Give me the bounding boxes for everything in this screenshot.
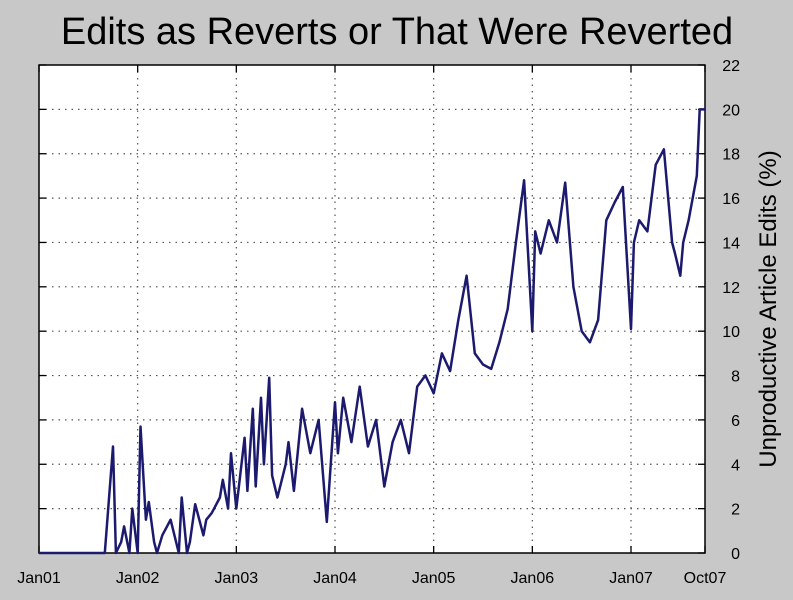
x-tick-label: Jan05 [412, 570, 456, 587]
y-tick-label: 16 [722, 191, 740, 208]
chart-title: Edits as Reverts or That Were Reverted [61, 11, 733, 53]
y-tick-label: 12 [722, 280, 740, 297]
y-tick-label: 18 [722, 147, 740, 164]
y-axis-label: Unproductive Article Edits (%) [755, 150, 782, 467]
x-tick-label: Jan04 [313, 570, 357, 587]
series-line [39, 108, 705, 555]
y-tick-label: 14 [722, 235, 740, 252]
y-tick-label: 6 [731, 413, 740, 430]
y-tick-labels: 0 2 4 6 8 10 12 14 16 18 20 22 [722, 58, 740, 563]
y-tick-label: 20 [722, 102, 740, 119]
x-tick-label: Jan01 [17, 570, 61, 587]
x-tick-label: Jan02 [116, 570, 160, 587]
y-tick-label: 8 [731, 369, 740, 386]
y-tick-label: 10 [722, 324, 740, 341]
x-tick-label: Oct07 [684, 570, 727, 587]
y-tick-label: 4 [731, 457, 740, 474]
x-tick-labels: Jan01 Jan02 Jan03 Jan04 Jan05 Jan06 Jan07 Oct07 [17, 570, 726, 587]
x-tick-label: Jan07 [609, 570, 653, 587]
y-tick-label: 22 [722, 58, 740, 75]
plot-area [38, 64, 706, 554]
y-tick-label: 0 [731, 546, 740, 563]
y-tick-label: 2 [731, 502, 740, 519]
x-tick-label: Jan03 [215, 570, 259, 587]
x-tick-label: Jan06 [511, 570, 555, 587]
